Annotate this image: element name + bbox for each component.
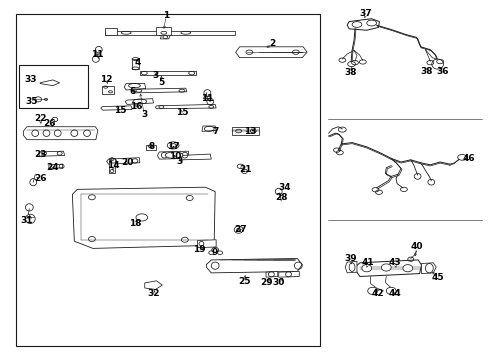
Polygon shape <box>202 126 216 131</box>
Polygon shape <box>94 54 101 56</box>
Polygon shape <box>265 271 277 277</box>
Text: 15: 15 <box>113 107 126 115</box>
Text: 24: 24 <box>46 163 59 172</box>
Polygon shape <box>102 86 114 94</box>
Text: 33: 33 <box>24 76 37 85</box>
Text: 32: 32 <box>147 289 160 298</box>
Text: 44: 44 <box>388 289 401 298</box>
Text: 25: 25 <box>238 277 250 286</box>
Polygon shape <box>40 80 60 86</box>
Polygon shape <box>132 59 139 69</box>
Text: 6: 6 <box>130 87 136 96</box>
Text: 3: 3 <box>152 71 158 80</box>
Text: 34: 34 <box>278 184 290 192</box>
Polygon shape <box>106 158 140 164</box>
Polygon shape <box>156 27 171 35</box>
Polygon shape <box>108 158 115 173</box>
Polygon shape <box>157 151 189 159</box>
Text: 29: 29 <box>260 279 272 287</box>
Ellipse shape <box>402 265 412 272</box>
Text: 15: 15 <box>175 108 188 117</box>
Polygon shape <box>140 71 195 75</box>
Text: 37: 37 <box>359 9 371 18</box>
Polygon shape <box>160 35 170 39</box>
Ellipse shape <box>457 154 466 160</box>
Text: 11: 11 <box>90 50 103 59</box>
Text: 13: 13 <box>244 126 256 135</box>
Text: 3: 3 <box>177 157 183 166</box>
Polygon shape <box>101 106 132 110</box>
Polygon shape <box>124 84 145 90</box>
Text: 8: 8 <box>148 142 154 151</box>
Text: 1: 1 <box>163 12 169 21</box>
Text: 46: 46 <box>461 154 474 163</box>
Polygon shape <box>278 271 299 277</box>
Text: 22: 22 <box>34 113 46 122</box>
Bar <box>16 14 320 346</box>
Ellipse shape <box>361 265 371 272</box>
Text: 38: 38 <box>419 68 432 77</box>
Text: 31: 31 <box>20 216 33 225</box>
Polygon shape <box>421 263 435 274</box>
Bar <box>19 65 88 108</box>
Text: 14: 14 <box>107 161 120 170</box>
Polygon shape <box>105 28 117 35</box>
Text: 17: 17 <box>167 143 180 152</box>
Polygon shape <box>23 127 98 140</box>
Text: 18: 18 <box>128 219 141 228</box>
Polygon shape <box>39 151 64 156</box>
Polygon shape <box>345 261 356 273</box>
Text: 30: 30 <box>272 279 285 287</box>
Ellipse shape <box>165 152 183 158</box>
Polygon shape <box>133 88 186 93</box>
Text: 16: 16 <box>129 102 142 111</box>
Polygon shape <box>155 104 216 109</box>
Text: 11: 11 <box>200 94 213 103</box>
Polygon shape <box>355 260 421 276</box>
Ellipse shape <box>386 287 395 294</box>
Polygon shape <box>125 99 153 104</box>
Ellipse shape <box>347 62 355 67</box>
Ellipse shape <box>381 264 390 271</box>
Polygon shape <box>105 31 234 35</box>
Polygon shape <box>346 19 379 30</box>
Polygon shape <box>144 281 162 289</box>
Text: 42: 42 <box>370 289 383 298</box>
Text: 36: 36 <box>436 68 448 77</box>
Text: 41: 41 <box>361 258 373 267</box>
Text: 5: 5 <box>158 78 164 87</box>
Text: 23: 23 <box>34 150 46 158</box>
Polygon shape <box>145 145 156 150</box>
Text: 35: 35 <box>25 97 38 106</box>
Text: 4: 4 <box>134 58 141 67</box>
Text: 7: 7 <box>211 126 218 135</box>
Polygon shape <box>235 47 306 58</box>
Text: 2: 2 <box>269 39 275 48</box>
Ellipse shape <box>367 287 377 294</box>
Ellipse shape <box>431 59 443 69</box>
Text: 3: 3 <box>141 109 147 118</box>
Text: 45: 45 <box>431 273 444 282</box>
Text: 26: 26 <box>43 118 56 127</box>
Text: 26: 26 <box>34 174 46 183</box>
Polygon shape <box>203 96 211 99</box>
Text: 38: 38 <box>344 68 357 77</box>
Polygon shape <box>178 154 211 160</box>
Text: 28: 28 <box>275 193 287 202</box>
Text: 39: 39 <box>344 254 357 263</box>
Polygon shape <box>232 127 259 135</box>
Text: 27: 27 <box>234 225 246 234</box>
Text: 10: 10 <box>168 152 181 161</box>
Text: 20: 20 <box>121 158 133 167</box>
Text: 43: 43 <box>388 258 401 267</box>
Text: 12: 12 <box>100 76 113 85</box>
Text: 9: 9 <box>211 248 218 257</box>
Polygon shape <box>206 258 302 273</box>
Text: 21: 21 <box>239 165 251 174</box>
Polygon shape <box>197 240 216 248</box>
Polygon shape <box>49 164 62 168</box>
Polygon shape <box>72 187 215 248</box>
Text: 40: 40 <box>409 242 422 251</box>
Text: 19: 19 <box>193 245 205 253</box>
